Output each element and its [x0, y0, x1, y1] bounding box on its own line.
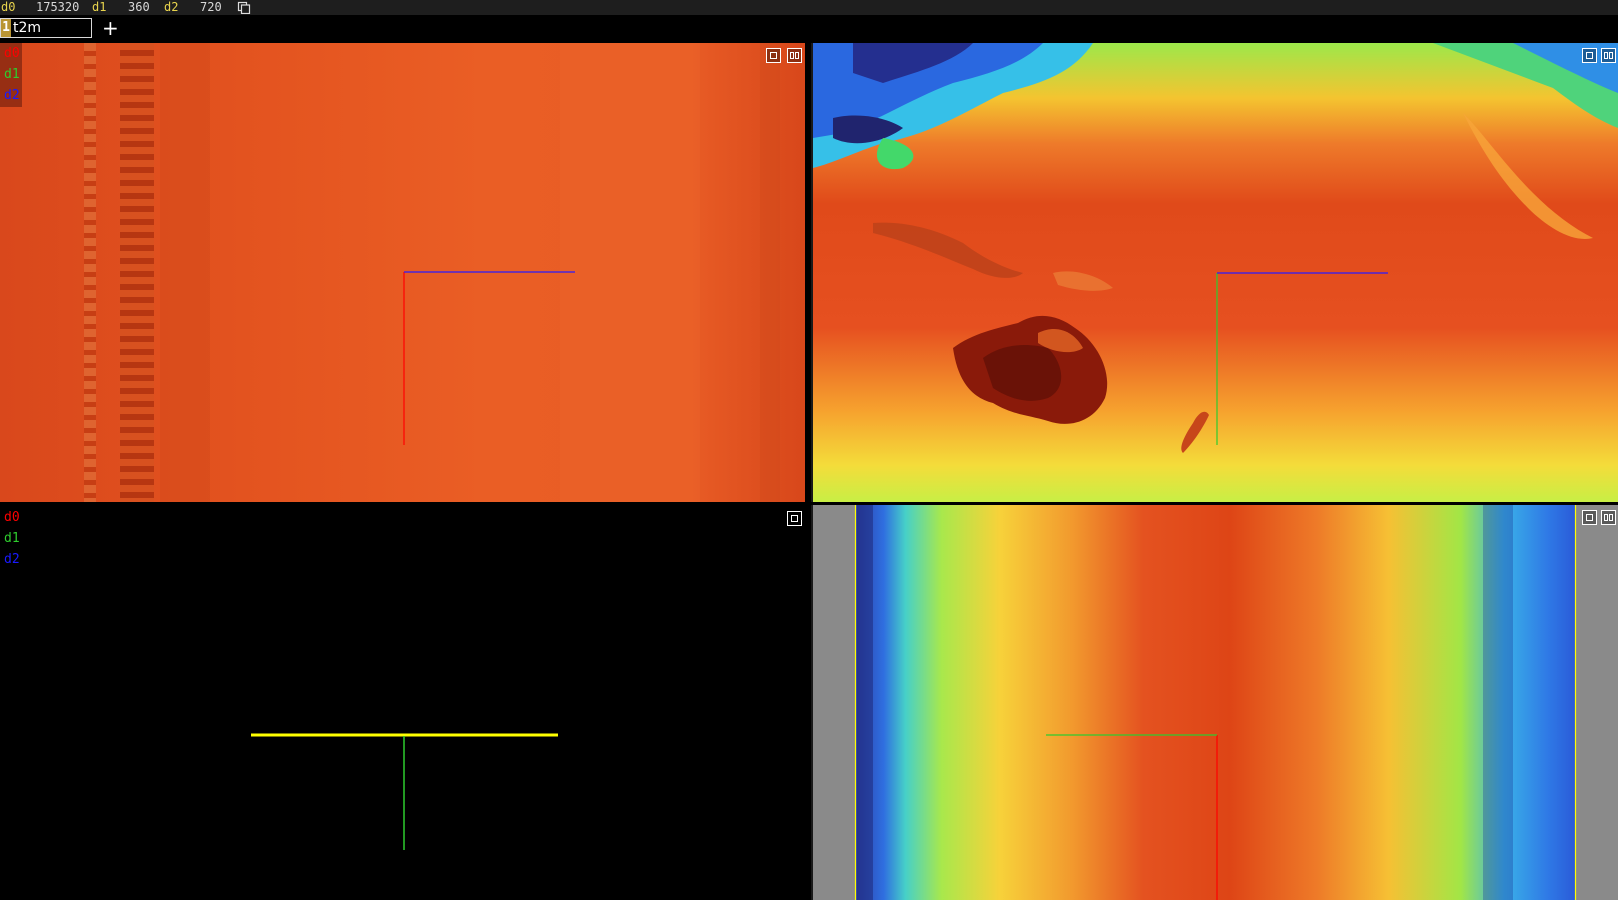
legend-d1: d1 [4, 67, 20, 82]
dim-d1-value[interactable]: 360 [128, 0, 150, 14]
slice-image-d0-d2[interactable] [0, 43, 811, 502]
slice-image-d0-d1[interactable] [813, 505, 1618, 900]
split-view-button[interactable] [1601, 48, 1616, 63]
maximize-icon [1586, 514, 1593, 521]
tab-index: 1 [1, 19, 11, 37]
dim-d0-value[interactable]: 175320 [36, 0, 80, 14]
legend-d0: d0 [4, 510, 20, 525]
panel-bottom-right[interactable] [813, 505, 1618, 900]
maximize-button[interactable] [766, 48, 781, 63]
copy-icon[interactable] [237, 1, 251, 14]
tab-t2m[interactable]: 1 t2m [0, 18, 92, 38]
panel-divider-vertical[interactable] [811, 43, 813, 900]
split-view-button[interactable] [1601, 510, 1616, 525]
volume-outline-view [251, 733, 558, 850]
axis-legend: d0 d1 d2 [0, 507, 24, 570]
dim-d2-value[interactable]: 720 [200, 0, 222, 14]
split-icon [1604, 52, 1608, 59]
maximize-icon [791, 515, 798, 522]
panel-divider-horizontal[interactable] [0, 502, 1618, 505]
split-view-button[interactable] [787, 48, 802, 63]
dim-d1-name: d1 [92, 0, 107, 14]
maximize-button[interactable] [1582, 510, 1597, 525]
legend-d0: d0 [4, 46, 20, 61]
tab-bar: 1 t2m + [0, 15, 1618, 43]
maximize-button[interactable] [1582, 48, 1597, 63]
maximize-icon [1586, 52, 1593, 59]
axis-legend: d0 d1 d2 [0, 43, 24, 106]
panel-top-right[interactable] [813, 43, 1618, 502]
split-icon [1604, 514, 1608, 521]
tab-name[interactable]: t2m [13, 20, 42, 36]
panel-bottom-left[interactable]: d0 d1 d2 [0, 505, 811, 900]
add-tab-button[interactable]: + [102, 16, 119, 40]
panel-top-left[interactable]: d0 d1 d2 100 [0, 43, 811, 502]
dim-d0-name: d0 [1, 0, 16, 14]
dim-d2-name: d2 [164, 0, 179, 14]
legend-d2: d2 [4, 88, 20, 103]
dimension-bar: d0 175320 d1 360 d2 720 [0, 0, 1618, 15]
split-icon [790, 52, 794, 59]
legend-d1: d1 [4, 531, 20, 546]
maximize-icon [770, 52, 777, 59]
slice-image-map[interactable] [813, 43, 1618, 502]
legend-d2: d2 [4, 552, 20, 567]
maximize-button[interactable] [787, 511, 802, 526]
